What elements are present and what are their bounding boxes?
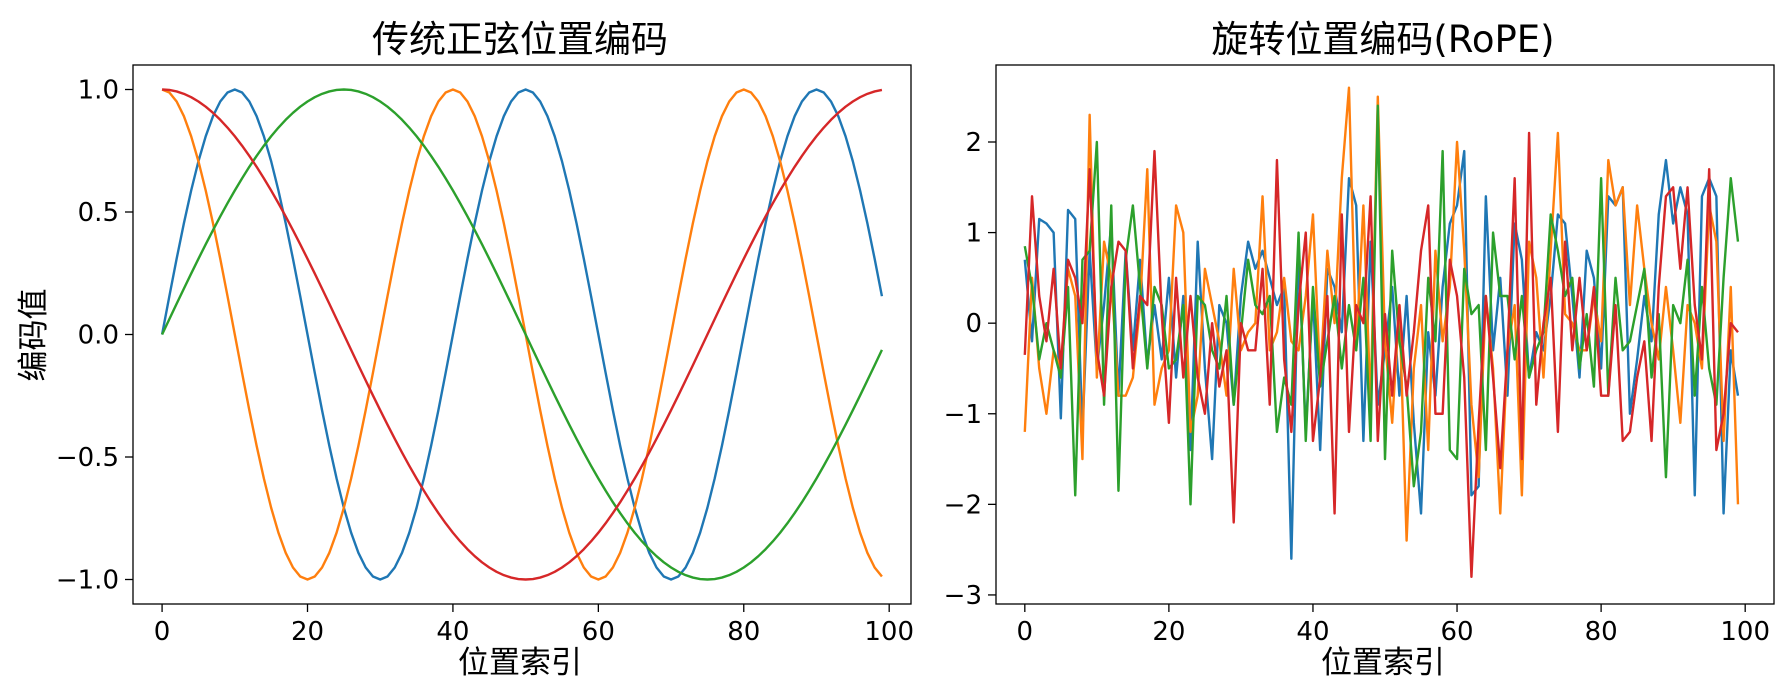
x-tick-label: 100 (864, 617, 914, 647)
x-tick-label: 100 (1720, 617, 1770, 647)
x-tick-label: 20 (291, 617, 324, 647)
x-tick-label: 0 (154, 617, 171, 647)
series-line-3 (1023, 104, 1740, 506)
y-tick-label: 2 (965, 128, 982, 158)
y-tick-label: −1.0 (56, 566, 119, 596)
sinusoidal-chart: 传统正弦位置编码 0 20 40 60 80 100 1.00.50.0−0.5−1.0 … (16, 18, 914, 681)
series-line-3 (160, 88, 884, 581)
x-tick-label: 40 (436, 617, 469, 647)
y-tick-label: 1.0 (78, 76, 119, 106)
y-axis-label: 编码值 (16, 289, 52, 382)
x-axis-ticks: 0 20 40 60 80 100 (154, 604, 914, 647)
y-tick-label: 0.0 (78, 321, 119, 351)
x-tick-label: 40 (1296, 617, 1329, 647)
plot-frame (132, 64, 912, 605)
y-tick-label: 1 (965, 219, 982, 249)
rope-chart: 旋转位置编码(RoPE) 0 20 40 60 80 100 2 1 0 −1 −2 −3 位置索引 (944, 18, 1775, 681)
x-tick-label: 80 (1585, 617, 1618, 647)
x-tick-label: 60 (582, 617, 615, 647)
y-axis-ticks: 1.0 0.5 0.0 −0.5 −1.0 (56, 76, 133, 596)
x-axis-ticks: 0 20 40 60 80 100 (1017, 604, 1770, 647)
chart-title: 旋转位置编码(RoPE) (1211, 18, 1554, 61)
plot-frame (995, 64, 1775, 605)
x-axis-label: 位置索引 (1321, 645, 1445, 681)
series-line-2 (161, 88, 883, 581)
x-tick-label: 60 (1440, 617, 1473, 647)
y-tick-label: −1 (944, 400, 982, 430)
x-axis-label: 位置索引 (458, 645, 582, 681)
y-tick-label: 0 (965, 309, 982, 339)
x-tick-label: 20 (1152, 617, 1185, 647)
series-line-1 (160, 88, 884, 581)
x-tick-label: 0 (1017, 617, 1034, 647)
series-layer (1023, 86, 1740, 579)
y-axis-ticks: 2 1 0 −1 −2 −3 (944, 128, 996, 611)
series-layer (160, 88, 884, 581)
series-line-2 (1023, 86, 1740, 542)
y-tick-label: −3 (944, 581, 982, 611)
x-tick-label: 80 (727, 617, 760, 647)
y-tick-label: 0.5 (78, 198, 119, 228)
y-tick-label: −2 (944, 490, 982, 520)
series-line-4 (162, 88, 883, 581)
series-line-4 (1023, 131, 1739, 579)
chart-title: 传统正弦位置编码 (372, 18, 668, 61)
y-tick-label: −0.5 (56, 443, 119, 473)
